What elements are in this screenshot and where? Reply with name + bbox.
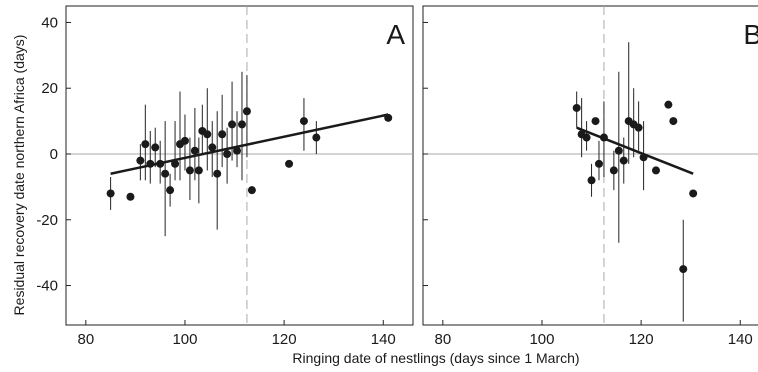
- data-point: [126, 192, 135, 201]
- data-point: [237, 120, 246, 129]
- panel-letter: B: [743, 19, 758, 50]
- data-point: [136, 156, 145, 165]
- data-point: [609, 166, 618, 175]
- x-tick-label: 100: [529, 331, 554, 348]
- data-point: [594, 159, 603, 168]
- data-point: [223, 149, 232, 158]
- data-point: [299, 117, 308, 126]
- panel-letter: A: [386, 19, 405, 50]
- data-point: [312, 133, 321, 142]
- x-tick-label: 120: [629, 331, 654, 348]
- data-point: [208, 143, 217, 152]
- data-point: [166, 186, 175, 195]
- data-point: [171, 159, 180, 168]
- data-point: [180, 136, 189, 145]
- y-tick-label: 0: [50, 146, 58, 163]
- data-point: [651, 166, 660, 175]
- data-point: [614, 146, 623, 155]
- data-point: [141, 140, 150, 149]
- y-tick-label: -20: [36, 212, 58, 229]
- y-tick-label: -40: [36, 278, 58, 295]
- x-tick-label: 120: [272, 331, 297, 348]
- data-point: [218, 130, 227, 139]
- data-point: [285, 159, 294, 168]
- data-point: [634, 123, 643, 132]
- y-tick-label: 20: [41, 80, 58, 97]
- data-point: [587, 176, 596, 185]
- data-point: [203, 130, 212, 139]
- data-point: [619, 156, 628, 165]
- data-point: [247, 186, 256, 195]
- data-point: [689, 189, 698, 198]
- data-point: [233, 146, 242, 155]
- data-point: [228, 120, 237, 129]
- y-tick-label: 40: [41, 14, 58, 31]
- panel-b: 80 100 120 140 B: [422, 5, 758, 348]
- x-axis-label: Ringing date of nestlings (days since 1 …: [292, 350, 579, 366]
- data-point: [679, 265, 688, 274]
- panel-a: -40 -20 0 20 40 80 100 120 140 A: [36, 5, 414, 348]
- data-point: [194, 166, 203, 175]
- trend-line: [110, 113, 389, 175]
- data-point: [151, 143, 160, 152]
- data-point: [242, 107, 251, 116]
- data-point: [190, 146, 199, 155]
- data-point: [591, 117, 600, 126]
- data-point: [669, 117, 678, 126]
- data-point: [106, 189, 115, 198]
- plot-frame: [422, 5, 758, 326]
- data-point: [213, 169, 222, 178]
- x-tick-label: 100: [172, 331, 197, 348]
- data-point: [161, 169, 170, 178]
- data-point: [572, 103, 581, 112]
- x-tick-label: 80: [77, 331, 94, 348]
- x-tick-label: 80: [434, 331, 451, 348]
- x-tick-label: 140: [371, 331, 396, 348]
- data-point: [185, 166, 194, 175]
- plot-frame: [65, 5, 414, 326]
- y-axis-label: Residual recovery date northern Africa (…: [11, 35, 27, 316]
- data-point: [582, 133, 591, 142]
- trend-line: [576, 126, 694, 175]
- data-point: [664, 100, 673, 109]
- x-tick-label: 140: [728, 331, 753, 348]
